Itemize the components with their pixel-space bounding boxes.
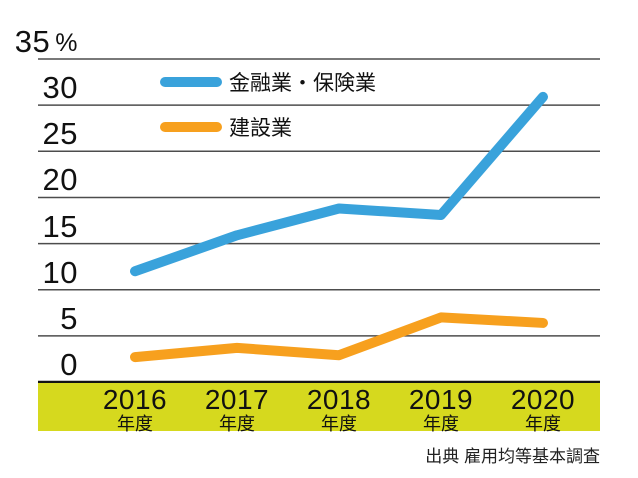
legend-item-construction: 建設業 [160, 112, 292, 142]
legend-item-finance-insurance: 金融業・保険業 [160, 67, 376, 97]
series-line-1 [130, 312, 548, 363]
y-axis-unit: % [55, 29, 78, 58]
series-line-0 [130, 91, 548, 277]
y-tick-25: 25 [42, 116, 78, 152]
y-tick-15: 15 [42, 208, 78, 244]
x-tick-2019: 2019 年度 [408, 384, 474, 434]
y-tick-5: 5 [60, 300, 78, 336]
x-axis-band [38, 383, 600, 431]
y-tick-35: 35% [14, 24, 78, 60]
x-tick-2017: 2017 年度 [204, 384, 270, 434]
legend-label-construction: 建設業 [229, 117, 292, 140]
x-tick-2018: 2018 年度 [306, 384, 372, 434]
y-tick-30: 30 [42, 70, 78, 106]
y-tick-0: 0 [60, 347, 78, 382]
legend-line-construction-icon [160, 122, 222, 132]
legend-line-finance-insurance-icon [160, 77, 222, 87]
x-tick-2020: 2020 年度 [510, 384, 576, 434]
x-tick-2016: 2016 年度 [102, 384, 168, 434]
legend-label-finance-insurance: 金融業・保険業 [229, 72, 376, 95]
y-tick-20: 20 [42, 162, 78, 198]
y-tick-10: 10 [42, 254, 78, 290]
source-note: 出典 雇用均等基本調査 [425, 447, 600, 466]
